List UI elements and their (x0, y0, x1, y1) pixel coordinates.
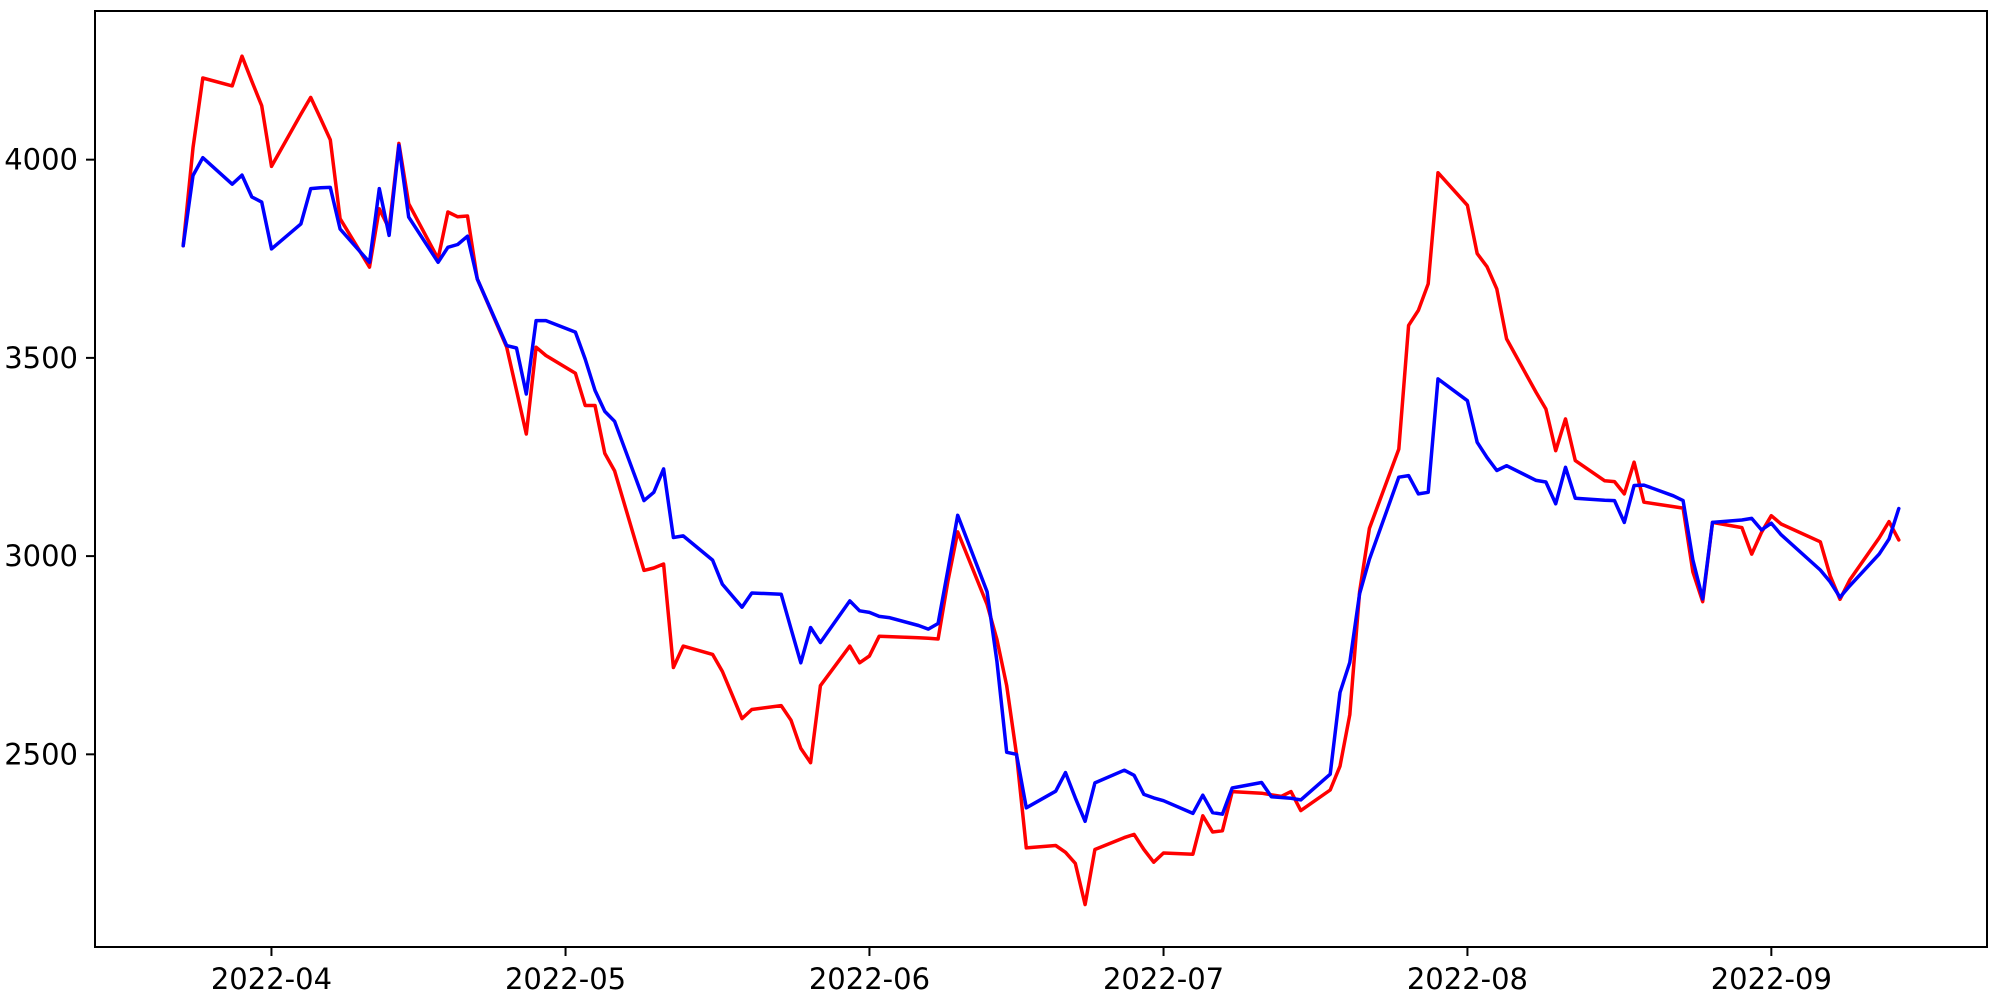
y-tick-label: 2500 (4, 737, 78, 771)
x-tick-label: 2022-05 (505, 962, 626, 996)
y-axis-ticks: 2500 3000 3500 4000 (4, 143, 95, 771)
y-tick-label: 3000 (4, 539, 78, 573)
plot-background (95, 11, 1987, 947)
blue-series-line (181, 143, 1901, 824)
x-tick-label: 2022-08 (1407, 962, 1528, 996)
x-tick-label: 2022-09 (1711, 962, 1832, 996)
y-tick-label: 3500 (4, 341, 78, 375)
x-tick-label: 2022-07 (1103, 962, 1224, 996)
red-series-line (181, 54, 1901, 907)
x-tick-label: 2022-04 (211, 962, 332, 996)
y-tick-label: 4000 (4, 143, 78, 177)
series-lines (181, 54, 1901, 907)
x-tick-label: 2022-06 (809, 962, 930, 996)
x-axis-ticks: 2022-04 2022-05 2022-06 2022-07 2022-08 2022-… (211, 947, 1832, 996)
plot-border (94, 10, 1988, 948)
